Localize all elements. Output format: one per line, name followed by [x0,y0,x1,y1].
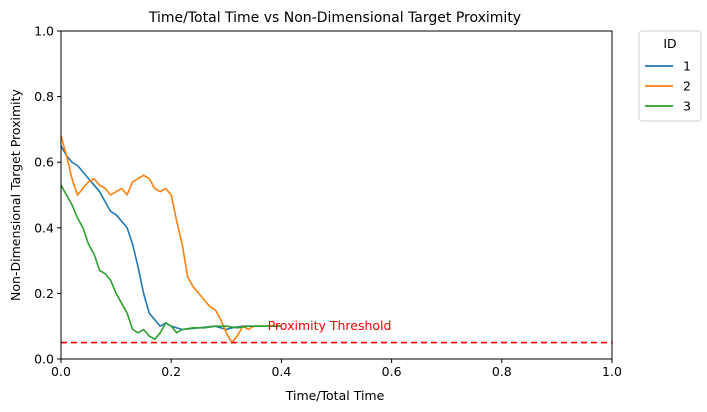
y-tick-label: 0.4 [34,220,54,235]
legend-title: ID [663,36,676,51]
series-line-3 [60,184,282,341]
legend-entry-3: 3 [683,99,691,114]
y-axis-label: Non-Dimensional Target Proximity [8,88,23,300]
plot-frame [60,30,613,360]
x-tick-label: 1.0 [602,364,622,379]
x-tick-label: 0.6 [382,364,402,379]
chart-title: Time/Total Time vs Non-Dimensional Targe… [148,10,521,26]
threshold-label: Proximity Threshold [268,318,392,333]
y-tick-label: 0.8 [34,89,54,104]
x-tick-label: 0.8 [492,364,512,379]
legend-entry-2: 2 [683,79,691,94]
x-tick-label: 0.0 [51,364,71,379]
y-tick-label: 0.2 [34,286,54,301]
y-tick-label: 0.6 [34,155,54,170]
x-tick-label: 0.2 [161,364,181,379]
x-tick-label: 0.4 [271,364,291,379]
series-line-2 [60,135,282,344]
x-axis-label: Time/Total Time [285,388,385,403]
legend-frame [638,30,702,122]
y-tick-label: 0.0 [34,352,54,367]
y-tick-label: 1.0 [34,24,54,39]
series-line-1 [60,145,282,331]
legend: ID 1 2 3 [638,30,702,122]
legend-entry-1: 1 [683,59,691,74]
plot-area: Proximity Threshold 0.0 0.2 0.4 0.6 0.8 1.0 0.0… [34,24,622,380]
